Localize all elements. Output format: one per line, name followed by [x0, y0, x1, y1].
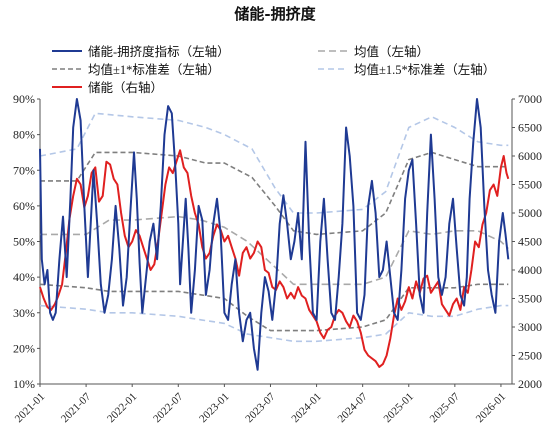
y-right-tick-label: 6500: [518, 121, 542, 135]
y-right-tick-label: 5500: [518, 178, 542, 192]
y-right-tick-label: 5000: [518, 206, 542, 220]
y-right-tick-label: 7000: [518, 92, 542, 106]
y-left-tick-label: 90%: [13, 92, 35, 106]
series-line-3: [40, 151, 509, 236]
legend-label-crowding: 储能-拥挤度指标（左轴）: [88, 44, 230, 59]
legend-label-band1: 均值±1*标准差（左轴）: [88, 62, 220, 77]
x-tick-label: 2026-01: [474, 391, 508, 425]
chart-title: 储能-拥挤度: [234, 5, 316, 23]
y-left-tick-label: 80%: [13, 128, 35, 142]
y-left-tick-label: 20%: [13, 341, 35, 355]
x-tick-label: 2024-07: [335, 390, 370, 425]
legend-label-mean: 均值（左轴）: [354, 44, 429, 59]
y-right-tick-label: 2500: [518, 349, 542, 363]
y-left-tick-label: 70%: [13, 163, 35, 177]
y-right-tick-label: 2000: [518, 377, 542, 391]
y-left-tick-label: 30%: [13, 306, 35, 320]
x-tick-label: 2021-07: [59, 390, 94, 425]
x-tick-label: 2023-07: [243, 390, 278, 425]
y-right-tick-label: 4500: [518, 235, 542, 249]
legend-label-band15: 均值±1.5*标准差（左轴）: [354, 62, 495, 77]
legend-label-price: 储能（右轴）: [88, 80, 163, 95]
y-left-tick-label: 60%: [13, 199, 35, 213]
y-right-tick-label: 3000: [518, 320, 542, 334]
y-left-tick-label: 50%: [13, 235, 35, 249]
x-tick-label: 2024-01: [289, 391, 323, 425]
x-tick-label: 2025-01: [382, 391, 416, 425]
y-left-tick-label: 40%: [13, 270, 35, 284]
y-right-tick-label: 6000: [518, 149, 542, 163]
series-line-0: [39, 98, 510, 371]
x-tick-label: 2022-07: [151, 390, 186, 425]
y-right-tick-label: 3500: [518, 292, 542, 306]
x-tick-label: 2025-07: [428, 390, 463, 425]
y-right-tick-label: 4000: [518, 263, 542, 277]
x-tick-label: 2022-01: [105, 391, 139, 425]
series-line-4: [39, 283, 509, 332]
x-tick-label: 2021-01: [13, 391, 47, 425]
y-left-tick-label: 10%: [13, 377, 35, 391]
series-line-6: [39, 304, 509, 343]
series-line-2: [40, 215, 509, 286]
x-tick-label: 2023-01: [197, 391, 231, 425]
series-line-5: [39, 112, 509, 214]
